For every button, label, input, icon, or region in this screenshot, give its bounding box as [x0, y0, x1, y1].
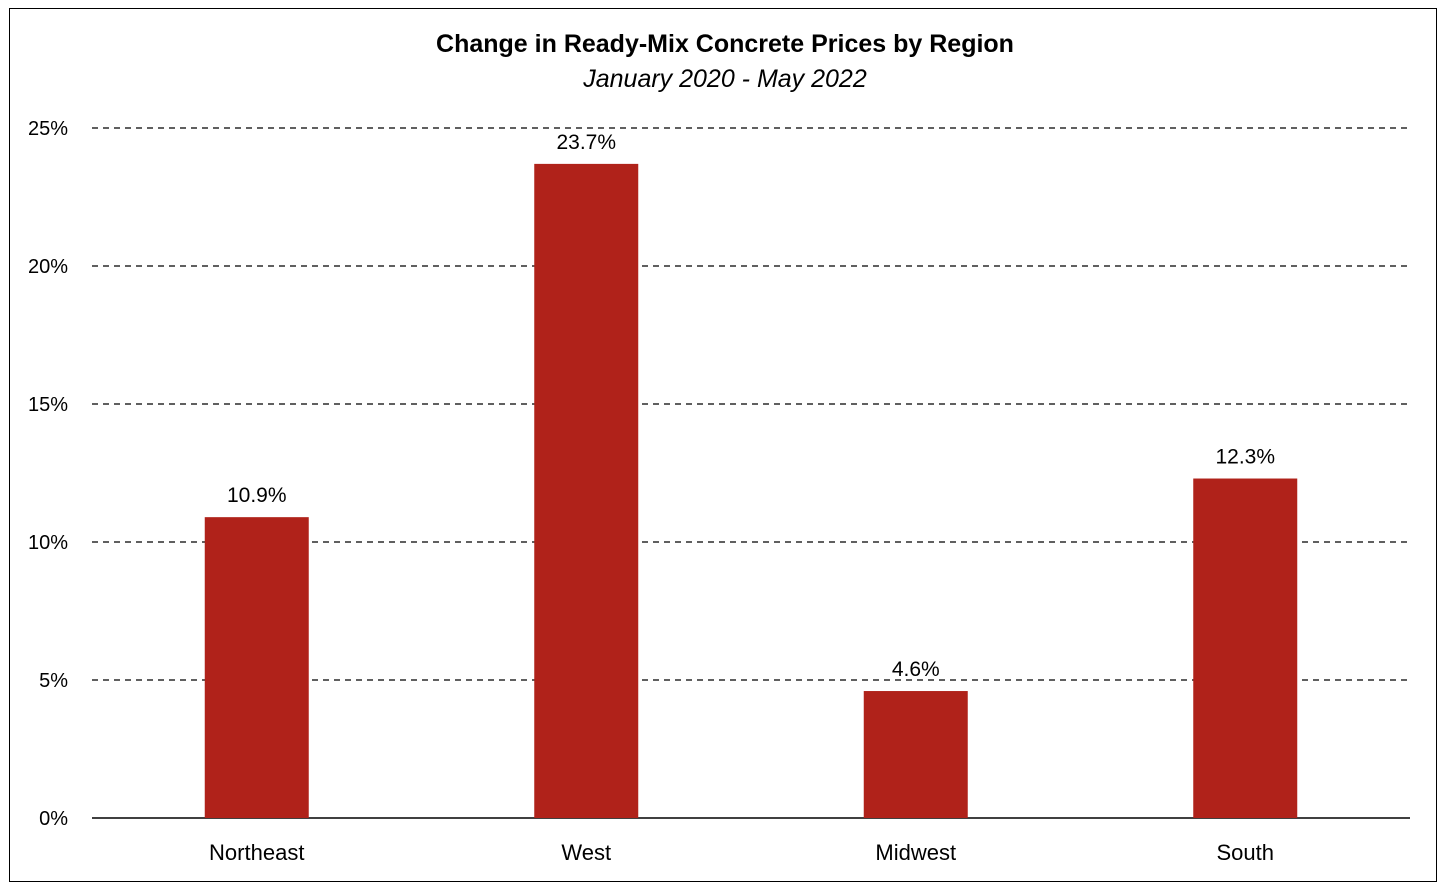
- data-label: 4.6%: [892, 658, 940, 681]
- x-tick-label: South: [1217, 840, 1275, 865]
- chart-subtitle: January 2020 - May 2022: [583, 65, 867, 93]
- y-tick-label: 0%: [39, 808, 68, 830]
- bar: [534, 163, 639, 818]
- y-tick-label: 25%: [28, 118, 68, 140]
- bar: [1193, 478, 1298, 818]
- bar: [204, 517, 309, 818]
- y-tick-label: 15%: [28, 394, 68, 416]
- data-label: 23.7%: [556, 131, 616, 154]
- x-tick-label: Northeast: [209, 840, 304, 865]
- chart-title: Change in Ready-Mix Concrete Prices by R…: [436, 30, 1014, 58]
- data-label: 12.3%: [1215, 446, 1275, 469]
- bar: [863, 691, 968, 818]
- y-tick-label: 10%: [28, 532, 68, 554]
- x-tick-label: West: [561, 840, 611, 865]
- x-tick-label: Midwest: [875, 840, 956, 865]
- y-tick-label: 5%: [39, 670, 68, 692]
- data-label: 10.9%: [227, 484, 287, 507]
- y-tick-label: 20%: [28, 256, 68, 278]
